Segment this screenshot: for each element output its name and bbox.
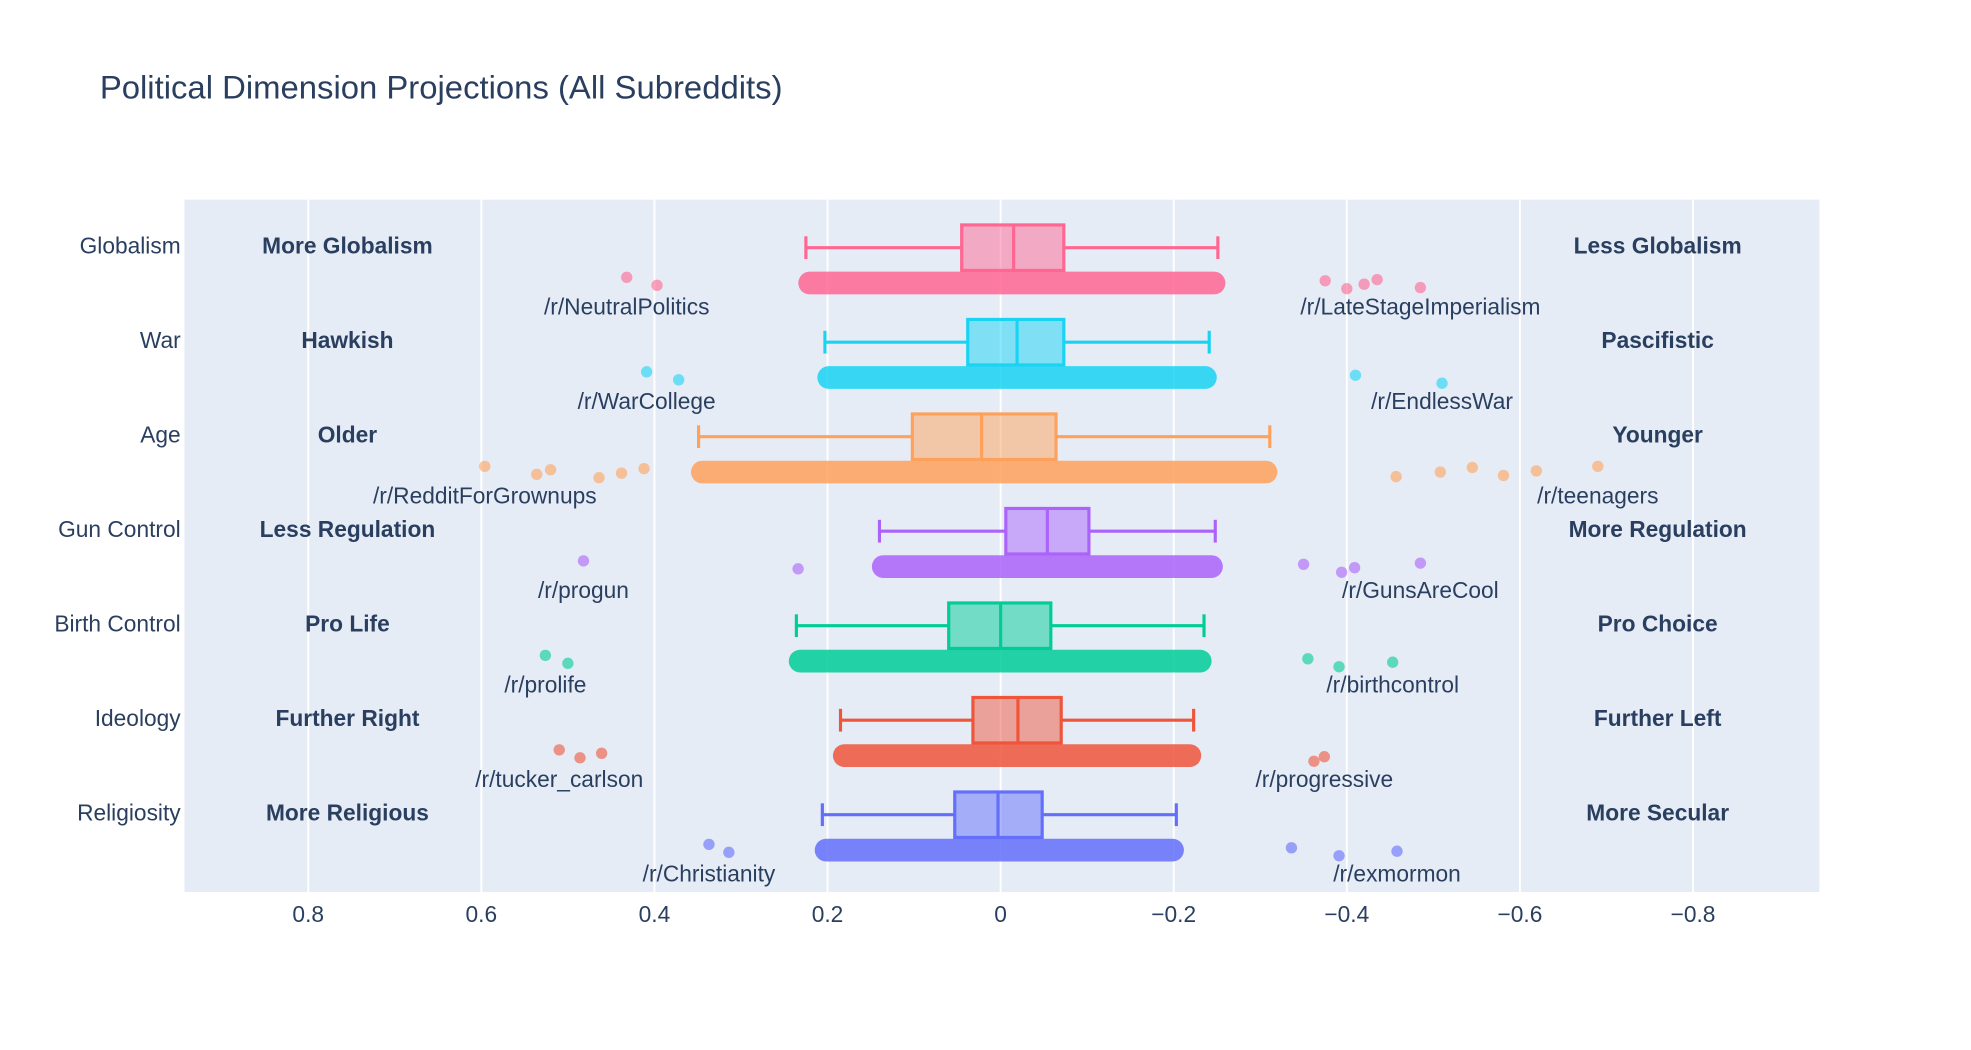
pole-label: Less Regulation xyxy=(260,516,436,542)
pole-label: Older xyxy=(318,422,378,448)
pole-label: Younger xyxy=(1612,422,1703,448)
pole-label: Further Left xyxy=(1594,705,1722,731)
point xyxy=(621,271,633,284)
x-tick-label: 0 xyxy=(994,901,1007,927)
point xyxy=(1318,751,1331,763)
x-tick-label: 0.6 xyxy=(466,901,498,927)
point xyxy=(531,468,543,481)
point xyxy=(792,563,804,575)
annotation: /r/NeutralPolitics xyxy=(544,293,710,319)
pole-label: Pro Life xyxy=(305,611,390,637)
annotation: /r/prolife xyxy=(504,671,586,697)
x-tick-label: 0.2 xyxy=(812,901,844,927)
y-tick-label: Age xyxy=(140,422,180,448)
annotation: /r/GunsAreCool xyxy=(1342,577,1499,603)
annotation: /r/progun xyxy=(538,577,629,603)
point xyxy=(615,467,628,479)
point-cloud xyxy=(871,555,1223,578)
x-tick-label: 0.4 xyxy=(639,901,671,927)
point-cloud xyxy=(798,271,1226,295)
point xyxy=(1592,460,1604,473)
point-cloud xyxy=(817,366,1217,389)
point xyxy=(1285,842,1298,854)
point xyxy=(553,744,565,756)
annotation: /r/WarCollege xyxy=(578,388,716,414)
point xyxy=(651,279,663,292)
point xyxy=(672,374,685,386)
point xyxy=(1333,850,1345,862)
y-tick-label: Globalism xyxy=(80,233,181,259)
point xyxy=(574,752,586,764)
point xyxy=(1349,369,1362,381)
point-cloud xyxy=(690,460,1278,484)
x-tick-label: −0.2 xyxy=(1151,901,1196,927)
pole-label: Pascifistic xyxy=(1601,327,1713,353)
annotation: /r/tucker_carlson xyxy=(475,766,643,792)
annotation: /r/RedditForGrownups xyxy=(373,482,597,508)
y-tick-label: Birth Control xyxy=(54,611,180,637)
point xyxy=(1530,465,1543,477)
point xyxy=(1341,283,1353,295)
pole-label: More Religious xyxy=(266,800,429,826)
annotation: /r/teenagers xyxy=(1537,482,1658,508)
point xyxy=(723,846,735,859)
point xyxy=(562,657,574,670)
point xyxy=(703,838,715,851)
point xyxy=(1466,461,1479,474)
point xyxy=(593,472,605,484)
point xyxy=(1319,275,1331,287)
point xyxy=(1436,377,1448,389)
point xyxy=(479,460,491,473)
box xyxy=(910,412,1058,462)
point xyxy=(544,464,557,476)
x-tick-label: 0.8 xyxy=(292,901,324,927)
point-cloud xyxy=(788,649,1212,673)
point xyxy=(1390,470,1402,483)
annotation: /r/Christianity xyxy=(643,860,776,886)
point xyxy=(595,747,608,759)
point xyxy=(1333,661,1345,673)
annotation: /r/LateStageImperialism xyxy=(1300,293,1540,319)
pole-label: Pro Choice xyxy=(1598,611,1718,637)
pole-label: Less Globalism xyxy=(1574,233,1742,259)
annotation: /r/progressive xyxy=(1255,766,1393,792)
point xyxy=(1348,562,1361,574)
point xyxy=(640,366,653,378)
point xyxy=(1302,653,1314,665)
pole-label: More Secular xyxy=(1586,800,1729,826)
x-tick-label: −0.8 xyxy=(1671,901,1716,927)
pole-label: Further Right xyxy=(275,705,419,731)
chart-title: Political Dimension Projections (All Sub… xyxy=(100,68,783,105)
point xyxy=(577,555,590,567)
point xyxy=(1387,656,1399,668)
point xyxy=(1391,845,1403,857)
y-tick-label: Religiosity xyxy=(77,800,181,826)
point xyxy=(1308,755,1320,767)
point xyxy=(539,649,552,662)
y-tick-label: War xyxy=(140,327,181,353)
y-tick-label: Gun Control xyxy=(58,516,181,542)
x-tick-label: −0.4 xyxy=(1324,901,1369,927)
point xyxy=(1414,281,1427,294)
x-tick-label: −0.6 xyxy=(1497,901,1542,927)
point xyxy=(1434,466,1446,478)
point-cloud xyxy=(832,744,1202,767)
pole-label: More Globalism xyxy=(262,233,433,259)
pole-label: More Regulation xyxy=(1569,516,1747,542)
point xyxy=(1414,557,1427,569)
annotation: /r/EndlessWar xyxy=(1371,388,1513,414)
pole-label: Hawkish xyxy=(301,327,393,353)
point xyxy=(1371,273,1383,286)
plot-area xyxy=(184,199,1820,893)
point xyxy=(638,462,650,475)
point xyxy=(1358,278,1370,290)
point xyxy=(1497,469,1510,482)
point-cloud xyxy=(814,838,1184,862)
annotation: /r/birthcontrol xyxy=(1326,671,1459,697)
point xyxy=(1335,566,1348,578)
point xyxy=(1297,558,1310,570)
y-tick-label: Ideology xyxy=(95,705,182,731)
annotation: /r/exmormon xyxy=(1333,860,1461,886)
